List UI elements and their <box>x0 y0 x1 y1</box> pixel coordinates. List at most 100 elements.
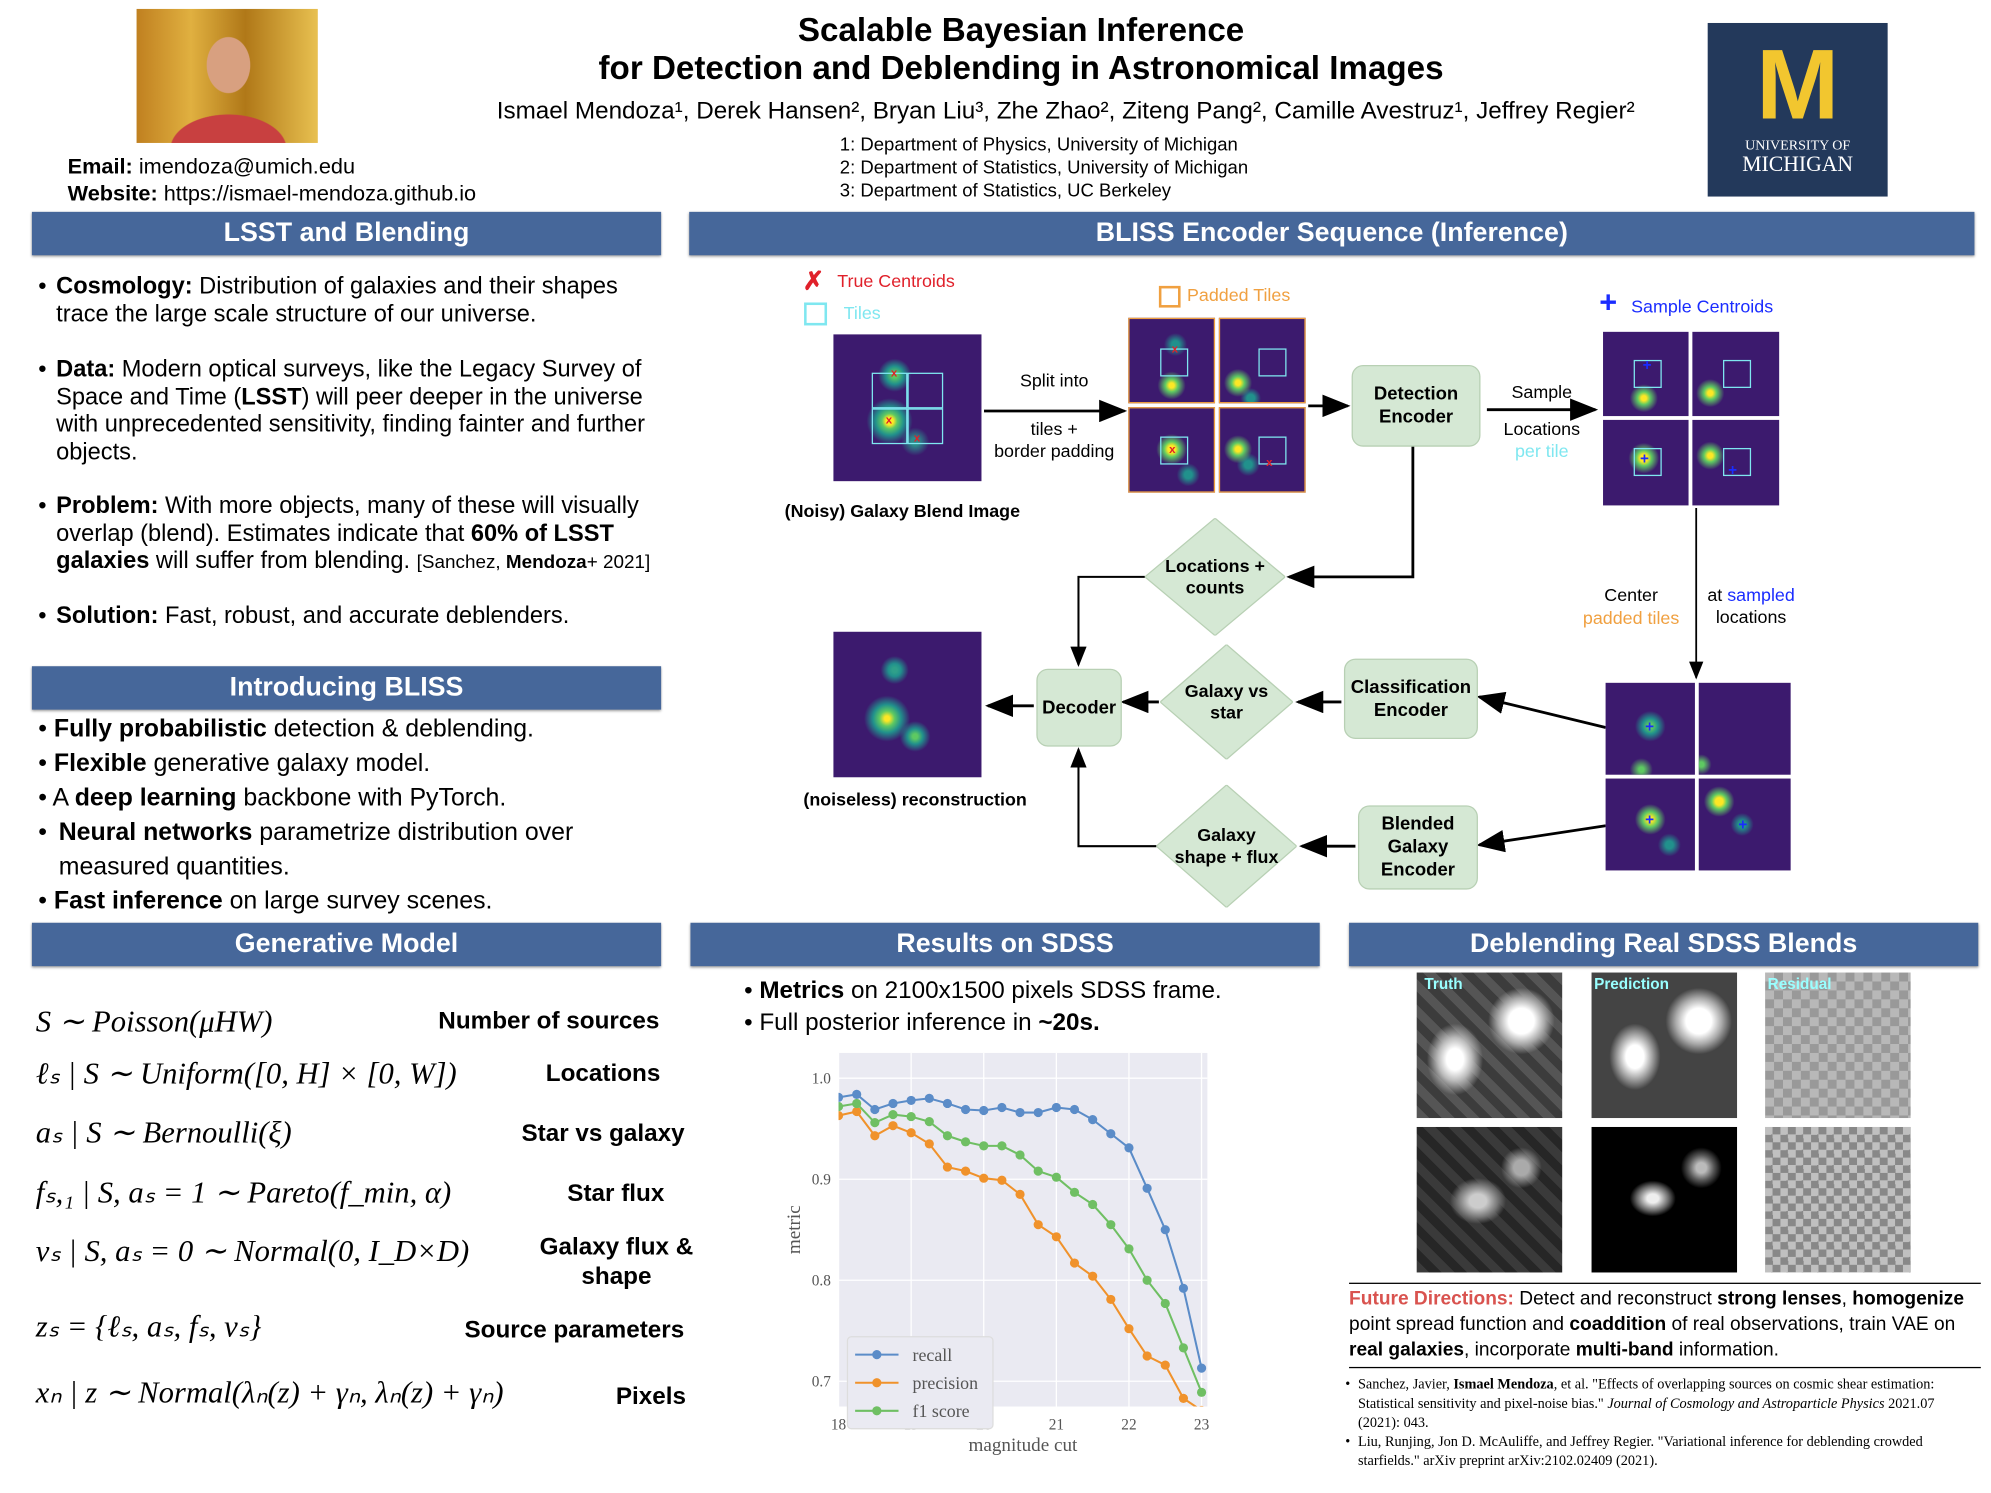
bliss-bullet: • Fully probabilistic detection & deblen… <box>38 714 534 743</box>
data-point <box>906 1128 916 1138</box>
data-point <box>1178 1343 1189 1353</box>
data-point <box>979 1173 989 1183</box>
email-link[interactable]: imendoza@umich.edu <box>138 154 356 179</box>
galaxy-shape-flux-node: Galaxy shape + flux <box>1156 784 1297 908</box>
legend-sample-centroids: Sample Centroids <box>1631 296 1774 317</box>
website-link[interactable]: https://ismael-mendoza.github.io <box>163 181 477 206</box>
section-header-lsst: LSST and Blending <box>31 211 662 256</box>
text-segment: Solution: <box>56 601 159 628</box>
lsst-bullet: • Problem: With more objects, many of the… <box>38 491 651 574</box>
text-segment: Sanchez, Javier, <box>1357 1377 1454 1393</box>
equation: fₛ,₁ | S, aₛ = 1 ∼ Pareto(f_min, α) <box>35 1176 452 1210</box>
affiliation: 2: Department of Statistics, University … <box>839 158 1249 179</box>
centered-tiles-grid: + + + <box>1605 682 1791 871</box>
sample-label: Sample <box>1511 381 1573 403</box>
split-into-label: Split into <box>1019 370 1089 391</box>
section-header-generative: Generative Model <box>31 922 662 967</box>
text-segment: Journal of Cosmology and Astroparticle P… <box>1607 1396 1885 1412</box>
classification-encoder-box: Classification Encoder <box>1343 658 1478 739</box>
residual-image-2 <box>1765 1126 1911 1273</box>
data-point <box>852 1106 862 1117</box>
text-segment: generative galaxy model. <box>146 749 431 778</box>
text-segment: [Sanchez, <box>416 552 506 574</box>
equation: aₛ | S ∼ Bernoulli(ξ) <box>35 1116 292 1150</box>
legend-box <box>846 1336 994 1430</box>
text-segment: Full posterior inference in <box>759 1009 1039 1037</box>
decoder-box: Decoder <box>1036 668 1122 747</box>
y-tick-label: 0.7 <box>812 1373 831 1390</box>
data-point <box>838 1101 844 1112</box>
prediction-image-2 <box>1591 1126 1738 1273</box>
text-segment: 2021.07 (2021): 043. <box>1357 1396 1935 1431</box>
data-point <box>1069 1104 1080 1115</box>
text-segment: on large survey scenes. <box>222 887 493 916</box>
section-header-bliss: Introducing BLISS <box>31 666 662 710</box>
text-segment: + 2021] <box>586 552 651 574</box>
text-segment: of real observations, train VAE on <box>1666 1313 1956 1336</box>
data-point <box>906 1111 916 1122</box>
text-segment: parametrize distribution over measured q… <box>58 818 574 881</box>
truth-image-2 <box>1416 1126 1563 1273</box>
text-segment: Fast, robust, and accurate deblenders. <box>158 601 570 628</box>
legend-marker <box>872 1378 882 1388</box>
text-segment: ~20s. <box>1038 1009 1100 1037</box>
text-segment: deep learning <box>74 783 237 812</box>
logo-m: M <box>1756 28 1840 141</box>
reference-item: • Liu, Runjing, Jon D. McAuliffe, and Jef… <box>1345 1434 1923 1470</box>
text-segment: will suffer from blending. <box>149 546 417 574</box>
data-point <box>838 1092 844 1102</box>
text-segment: homogenize <box>1852 1287 1965 1310</box>
text-segment: LSST <box>241 382 302 410</box>
arrow <box>1476 691 1606 729</box>
data-point <box>1124 1143 1134 1153</box>
x-tick-label: 23 <box>1194 1416 1210 1433</box>
y-tick-label: 0.8 <box>812 1272 831 1289</box>
logo-text-top: UNIVERSITY OF <box>1745 137 1851 154</box>
equation: vₛ | S, aₛ = 0 ∼ Normal(0, I_D×D) <box>35 1235 470 1269</box>
legend-marker <box>872 1406 882 1416</box>
equation-label: Pixels <box>615 1383 686 1411</box>
text-segment: , <box>1841 1287 1853 1310</box>
data-point <box>997 1141 1007 1151</box>
text-segment: Mendoza <box>505 552 587 574</box>
data-point <box>852 1089 862 1099</box>
bliss-bullet: • Fast inference on large survey scenes. <box>38 887 493 916</box>
data-point <box>1051 1172 1061 1182</box>
data-point <box>1106 1294 1116 1305</box>
text-segment: detection & deblending. <box>266 714 534 743</box>
x-axis-label: magnitude cut <box>969 1435 1079 1456</box>
data-point <box>1142 1351 1152 1361</box>
text-segment: Liu, Runjing, Jon D. McAuliffe, and Jeff… <box>1357 1434 1923 1470</box>
data-point <box>1160 1360 1170 1370</box>
data-point <box>1106 1220 1116 1230</box>
text-segment: on 2100x1500 pixels SDSS frame. <box>844 977 1222 1005</box>
legend-label: precision <box>913 1373 979 1393</box>
equation: ℓₛ | S ∼ Uniform([0, H] × [0, W]) <box>35 1058 457 1092</box>
equation-label: Galaxy flux & shape <box>539 1234 694 1291</box>
data-point <box>1124 1324 1134 1334</box>
legend-marker <box>872 1350 882 1360</box>
text-segment: coaddition <box>1569 1313 1667 1336</box>
data-point <box>960 1104 971 1115</box>
data-point <box>1033 1107 1043 1118</box>
padded-tiles-label: padded tiles <box>1582 607 1680 628</box>
data-point <box>960 1166 971 1176</box>
lsst-bullet: • Data: Modern optical surveys, like the … <box>38 354 646 464</box>
section-header-deblending: Deblending Real SDSS Blends <box>1349 922 1979 967</box>
text-segment: Distribution of galaxies and their shape… <box>56 271 618 327</box>
reference-item: • Sanchez, Javier, Ismael Mendoza, et al.… <box>1345 1377 1935 1431</box>
data-point <box>1106 1129 1116 1139</box>
sample-centroid-icon: + <box>1599 285 1618 321</box>
contact-info: Email: imendoza@umich.edu Website: https… <box>68 153 476 207</box>
residual-image-1 <box>1765 972 1911 1119</box>
data-point <box>924 1093 934 1103</box>
data-point <box>924 1117 934 1127</box>
lsst-bullet: • Solution: Fast, robust, and accurate de… <box>38 601 570 628</box>
data-point <box>979 1141 989 1151</box>
text-segment: Fully probabilistic <box>53 714 267 743</box>
text-segment: Neural networks <box>58 818 253 847</box>
data-point <box>1178 1283 1189 1293</box>
bliss-bullet: • A deep learning backbone with PyTorch. <box>38 783 507 812</box>
data-point <box>906 1095 916 1106</box>
